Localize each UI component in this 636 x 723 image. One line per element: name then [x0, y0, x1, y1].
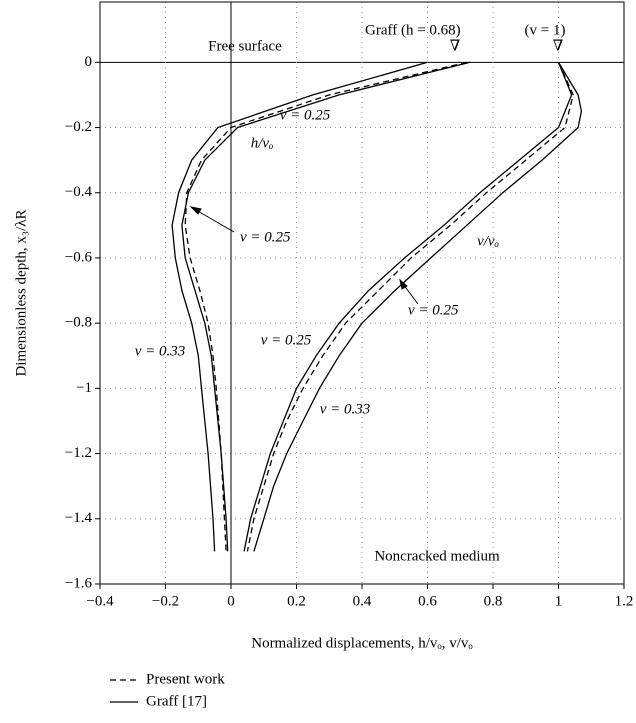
series-line [253, 61, 583, 552]
plot-frame [99, 1, 625, 585]
annotation: ν = 0.33 [320, 401, 371, 417]
series-line [243, 62, 573, 552]
x-tick-label: 0 [227, 593, 235, 609]
series-line [171, 61, 428, 552]
x-tick-label: 0.8 [484, 593, 503, 609]
x-axis-label: Normalized displacements, h/vₒ, v/vₒ [251, 635, 473, 651]
annotation: ∇ [450, 38, 460, 54]
annotation: h/vₒ [251, 135, 274, 151]
annotation: v/vₒ [477, 233, 499, 249]
y-tick-label: −0.2 [65, 119, 92, 135]
y-tick-label: −1.2 [65, 445, 92, 461]
x-tick-label: 0.4 [353, 593, 372, 609]
annotation: ν = 0.25 [280, 107, 331, 123]
annotation: (v = 1) [525, 22, 566, 38]
annotation: ν = 0.25 [240, 229, 291, 245]
legend-label: Present work [146, 671, 225, 687]
annotation: Free surface [208, 38, 282, 54]
annotation: ν = 0.33 [135, 343, 186, 359]
annotation: ν = 0.25 [408, 302, 459, 318]
y-axis-label: Dimensionless depth, x₃/λR [13, 209, 29, 376]
series-line [184, 61, 467, 552]
y-tick-label: −1.6 [65, 575, 93, 591]
annotation: ν = 0.25 [261, 332, 312, 348]
y-tick-label: −1 [76, 380, 92, 396]
annotation: ∇ [553, 38, 563, 54]
annotation: Noncracked medium [374, 548, 500, 564]
annotation: Graff (h = 0.68) [365, 22, 461, 38]
x-tick-label: 1 [555, 593, 563, 609]
arrows [189, 206, 419, 305]
y-tick-label: −0.8 [65, 315, 92, 331]
series-line [181, 61, 471, 552]
series-line [246, 62, 574, 552]
x-tick-label: 0.6 [418, 593, 437, 609]
x-tick-label: −0.4 [86, 593, 114, 609]
y-tick-label: −0.4 [65, 184, 93, 200]
x-tick-label: −0.2 [152, 593, 179, 609]
legend-label: Graff [17] [146, 693, 207, 709]
x-tick-label: 0.2 [287, 593, 306, 609]
y-tick-label: 0 [85, 54, 93, 70]
x-tick-label: 1.2 [615, 593, 634, 609]
y-tick-label: −0.6 [65, 249, 93, 265]
y-tick-label: −1.4 [65, 510, 93, 526]
